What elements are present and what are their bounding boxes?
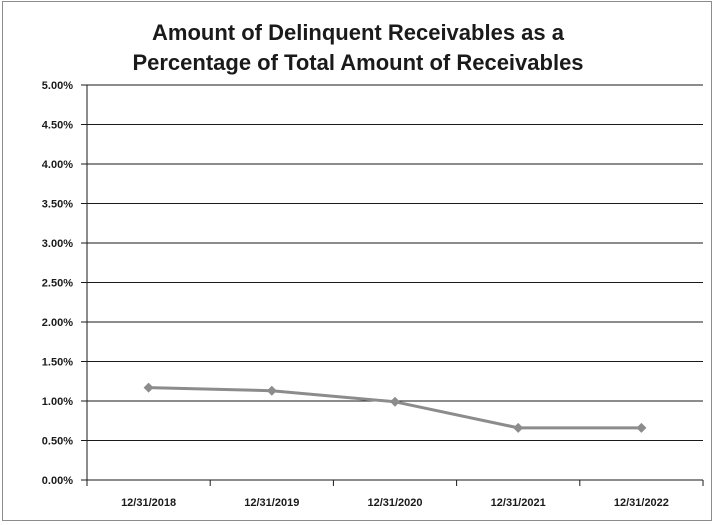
y-tick-label: 0.50%	[42, 436, 73, 448]
grid-lines	[87, 84, 703, 441]
data-point	[143, 382, 154, 393]
x-tick-label: 12/31/2022	[614, 497, 669, 509]
chart-title-line-2: Percentage of Total Amount of Receivable…	[132, 50, 584, 75]
x-axis: 12/31/2018 12/31/2019 12/31/2020 12/31/2021…	[81, 84, 704, 509]
y-tick-label: 3.50%	[42, 199, 73, 211]
x-tick-label: 12/31/2020	[367, 497, 422, 509]
y-tick-label: 4.50%	[42, 120, 73, 132]
chart-title: Amount of Delinquent Receivables as a Pe…	[0, 18, 716, 78]
y-tick-label: 1.50%	[42, 357, 73, 369]
y-tick-label: 3.00%	[42, 238, 73, 250]
y-tick-label: 5.00%	[42, 80, 73, 92]
data-point	[636, 422, 647, 433]
series-line	[143, 382, 647, 433]
data-point	[390, 396, 400, 407]
chart-title-line-1: Amount of Delinquent Receivables as a	[152, 20, 564, 45]
y-tick-label: 4.00%	[42, 159, 73, 171]
y-tick-label: 2.50%	[42, 278, 73, 290]
y-tick-label: 0.00%	[42, 475, 73, 487]
data-point	[266, 385, 277, 396]
y-tick-label: 2.00%	[42, 317, 73, 329]
y-axis-tick-labels: 0.00% 0.50% 1.00% 1.50% 2.00% 2.50% 3.00% 3.50%…	[42, 80, 73, 487]
data-point	[513, 422, 524, 433]
x-tick-label: 12/31/2018	[121, 497, 176, 509]
x-tick-label: 12/31/2021	[491, 497, 546, 509]
x-tick-label: 12/31/2019	[244, 497, 299, 509]
data-line	[148, 386, 642, 430]
y-tick-label: 1.00%	[42, 396, 73, 408]
